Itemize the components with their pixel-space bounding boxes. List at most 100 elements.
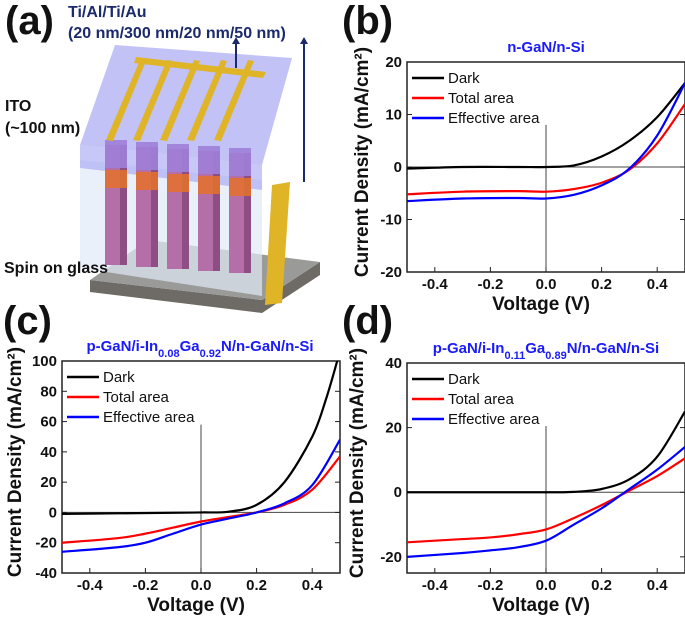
x-tick-label: 0.0 [191,577,212,594]
y-tick-label: 40 [385,355,402,372]
panel-label-c: (c) [3,299,52,343]
y-axis-label: Current Density (mA/cm²) [347,348,368,578]
legend-label: Total area [103,389,170,406]
title-subscript: 0.08 [158,348,179,360]
series-group [407,410,685,558]
spin-on-glass-label: Spin on glass [4,260,108,277]
active-region [136,172,158,190]
y-axis-label: Current Density (mA/cm²) [352,47,373,277]
x-tick-label: 0.2 [591,577,612,594]
series-line-effective-area [407,82,685,203]
series-line-total-area [407,103,685,196]
y-tick-label: 20 [40,474,57,491]
y-tick-label: 60 [40,414,57,431]
title-text: N/n-GaN/n-Si [221,338,314,355]
legend-label: Dark [448,70,480,87]
active-region [105,170,127,188]
legend-label: Total area [448,391,515,408]
legend-label: Total area [448,90,515,107]
y-tick-label: 40 [40,444,57,461]
finger [106,60,146,141]
x-tick-label: -0.4 [77,577,104,594]
legend-label: Effective area [103,409,195,426]
y-tick-label: 0 [394,484,402,501]
finger [187,60,227,141]
y-tick-label: 10 [385,107,402,124]
nanorod-shade [182,149,189,269]
nanorod-shade [151,147,158,267]
metal-stack-label: Ti/Al/Ti/Au [68,4,147,21]
series-group [62,361,340,553]
arrow-head-icon [300,37,308,44]
x-tick-label: 0.0 [536,577,557,594]
legend-label: Effective area [448,110,540,127]
x-tick-label: 0.4 [647,577,669,594]
finger [160,60,200,141]
chart-d: p-GaN/i-In0.11Ga0.89N/n-GaN/n-Si -0.4 -0.2… [347,340,685,616]
active-region [229,178,251,196]
series-line-effective-area [62,439,340,553]
x-tick-label: -0.2 [477,577,503,594]
nanorod-top [198,146,220,174]
finger [214,60,254,141]
title-text: Ga [180,338,201,355]
x-tick-label: -0.2 [477,276,503,293]
chart-title: p-GaN/i-In0.08Ga0.92N/n-GaN/n-Si [86,338,313,360]
ito-label: ITO [5,98,31,115]
panel-label-a: (a) [5,0,54,43]
device-schematic [80,37,320,313]
chart-b: n-GaN/n-Si -0.4 -0.2 0.0 0.2 0.4 20 10 0 -10 -20 Vo… [352,39,685,315]
top-finger-electrode [106,57,266,141]
y-tick-label: 0 [49,504,57,521]
title-subscript: 0.92 [200,348,221,360]
nanorod-shade [244,153,251,273]
arrow-head-icon [232,37,240,44]
x-axis-label: Voltage (V) [492,294,590,315]
x-tick-label: 0.0 [536,276,557,293]
title-text: p-GaN/i-In [433,340,505,357]
x-tick-label: 0.4 [647,276,669,293]
panel-label-b: (b) [342,0,393,43]
metal-thickness-label: (20 nm/300 nm/20 nm/50 nm) [68,25,286,42]
y-tick-label: 0 [394,159,402,176]
x-tick-label: -0.2 [132,577,158,594]
x-tick-label: 0.4 [302,577,324,594]
series-group [407,82,685,203]
y-axis-label: Current Density (mA/cm²) [5,347,26,577]
series-line-total-area [62,455,340,544]
substrate-side [90,262,320,313]
nanorod-top [167,144,189,172]
y-tick-label: -20 [380,264,402,281]
series-line-dark [407,82,685,170]
ito-thickness-label: (~100 nm) [5,120,80,137]
nanorod-pillars [105,140,251,273]
x-tick-label: 0.2 [591,276,612,293]
chart-c: p-GaN/i-In0.08Ga0.92N/n-GaN/n-Si -0.4 -0.2… [5,338,341,616]
y-tick-label: -10 [380,212,402,229]
x-tick-label: -0.4 [422,577,449,594]
y-tick-label: -20 [380,549,402,566]
nanorod-shade [120,145,127,265]
y-tick-label: 100 [32,353,57,370]
nanorod-top [105,140,127,168]
active-region [198,176,220,194]
y-tick-label: -40 [35,565,57,582]
y-tick-label: 20 [385,54,402,71]
title-subscript: 0.11 [504,350,525,362]
active-region [167,174,189,192]
nanorod-shade [213,151,220,271]
chart-title: n-GaN/n-Si [507,39,585,56]
legend-label: Dark [448,371,480,388]
series-line-dark [407,410,685,494]
title-text: n-GaN/n-Si [507,39,585,56]
nanorod-top [229,148,251,176]
title-text: N/n-GaN/n-Si [567,340,660,357]
title-text: Ga [525,340,546,357]
legend-label: Dark [103,369,135,386]
x-axis-label: Voltage (V) [147,595,245,616]
y-tick-label: 20 [385,420,402,437]
series-line-effective-area [407,446,685,558]
y-tick-label: -20 [35,535,57,552]
finger [133,60,173,141]
